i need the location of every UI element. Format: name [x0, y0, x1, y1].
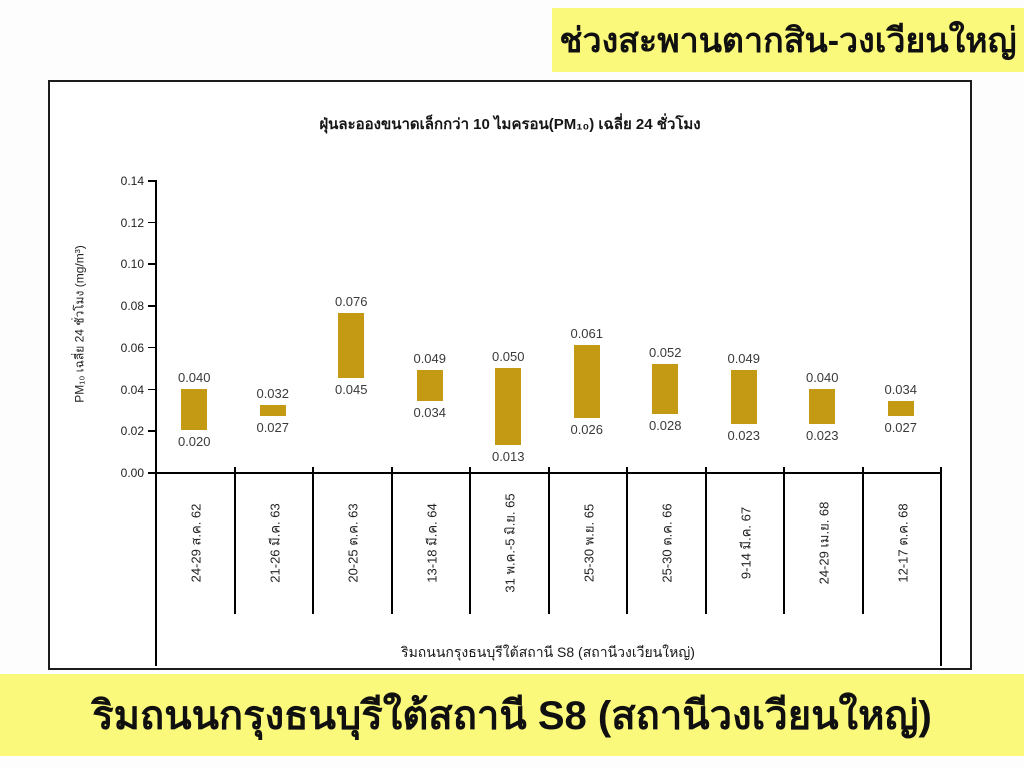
y-axis-tick [148, 346, 155, 349]
x-axis-tick [783, 467, 785, 472]
range-bar [416, 369, 443, 402]
plot-area: 0.00 0.02 0.04 0.06 0.08 0.10 0.12 0.14 0.040 0.0… [50, 82, 970, 668]
bar-max-label: 0.034 [884, 382, 918, 398]
x-axis-tick [547, 467, 550, 472]
category-separator [704, 472, 707, 614]
y-axis-tick [148, 305, 155, 307]
bar-min-label: 0.023 [805, 428, 839, 444]
route-banner: ช่วงสะพานตากสิน-วงเวียนใหญ่ [552, 8, 1024, 72]
x-axis-title: ริมถนนกรุงธนบุรีใต้สถานี S8 (สถานีวงเวีย… [401, 644, 695, 660]
bar-max-label: 0.061 [570, 325, 604, 341]
y-tick-label: 0.14 [120, 174, 144, 188]
x-category-label: 25-30 พ.ย. 65 [581, 503, 597, 583]
x-axis-tick [155, 467, 157, 472]
bar-max-label: 0.032 [256, 386, 290, 402]
category-separator [390, 472, 393, 614]
y-tick-label: 0.00 [120, 466, 144, 480]
bar-min-label: 0.034 [413, 405, 447, 421]
x-category-label: 24-29 ส.ค. 62 [188, 503, 204, 583]
range-bar [730, 369, 757, 425]
y-axis-tick [148, 430, 155, 432]
category-separator [469, 472, 471, 614]
y-tick-label: 0.02 [120, 424, 144, 439]
bar-min-label: 0.027 [884, 419, 918, 435]
bar-max-label: 0.040 [177, 369, 211, 385]
bar-max-label: 0.050 [491, 348, 525, 364]
x-category-label: 21-26 มี.ค. 63 [267, 503, 283, 583]
x-category-label: 31 พ.ค.-5 มิ.ย. 65 [502, 493, 518, 593]
x-axis-tick [390, 467, 393, 472]
category-separator [861, 472, 864, 614]
range-bar [181, 388, 208, 431]
category-separator [626, 472, 628, 614]
y-tick-label: 0.08 [120, 299, 144, 314]
range-bar [652, 363, 679, 414]
bar-max-label: 0.052 [648, 344, 682, 360]
category-separator [233, 472, 236, 614]
y-tick-label: 0.12 [120, 215, 144, 230]
y-axis-tick [148, 388, 155, 391]
bar-max-label: 0.049 [413, 350, 447, 366]
range-bar [809, 388, 836, 425]
category-separator [547, 472, 550, 614]
x-category-label: 13-18 มี.ค. 64 [424, 503, 440, 583]
y-axis-tick [148, 180, 155, 182]
range-bar [887, 401, 914, 416]
x-axis-tick [626, 467, 628, 472]
x-axis-tick [940, 467, 942, 472]
bar-min-label: 0.028 [648, 417, 682, 433]
bar-min-label: 0.020 [177, 434, 211, 450]
x-axis-tick [233, 467, 236, 472]
chart-title: ฝุ่นละอองขนาดเล็กกว่า 10 ไมครอน(PM₁₀) เฉ… [319, 116, 701, 133]
station-banner-text: ริมถนนกรุงธนบุรีใต้สถานี S8 (สถานีวงเวีย… [92, 694, 932, 738]
bar-max-label: 0.049 [727, 350, 761, 366]
bar-max-label: 0.040 [805, 369, 839, 385]
y-axis-tick [148, 221, 155, 224]
y-tick-label: 0.04 [120, 382, 144, 397]
x-axis-tick [861, 467, 864, 472]
bar-min-label: 0.027 [256, 419, 290, 435]
x-axis-tick [704, 467, 707, 472]
y-axis-tick [148, 263, 155, 265]
x-axis-tick [469, 467, 471, 472]
bar-min-label: 0.045 [334, 382, 368, 398]
x-category-label: 20-25 ต.ค. 63 [345, 503, 361, 583]
bar-max-label: 0.076 [334, 294, 368, 310]
y-tick-label: 0.10 [120, 257, 144, 272]
x-category-label: 9-14 มี.ค. 67 [738, 506, 754, 580]
station-banner: ริมถนนกรุงธนบุรีใต้สถานี S8 (สถานีวงเวีย… [0, 674, 1024, 756]
y-tick-label: 0.06 [120, 340, 144, 355]
range-bar [495, 367, 522, 445]
category-separator [783, 472, 785, 614]
bar-min-label: 0.023 [727, 428, 761, 444]
x-category-label: 12-17 ต.ค. 68 [895, 503, 911, 583]
plot-right-boundary [940, 472, 942, 666]
y-axis-tick [148, 472, 155, 474]
range-bar [259, 405, 286, 416]
chart-container: ฝุ่นละอองขนาดเล็กกว่า 10 ไมครอน(PM₁₀) เฉ… [48, 80, 972, 670]
y-axis-line [155, 180, 157, 666]
category-separator [312, 472, 314, 614]
range-bar [573, 344, 600, 418]
x-category-label: 25-30 ต.ค. 66 [659, 503, 675, 583]
x-category-label: 24-29 เม.ย. 68 [816, 501, 832, 585]
range-bar [338, 313, 365, 379]
bar-min-label: 0.013 [491, 448, 525, 464]
bar-min-label: 0.026 [570, 421, 604, 437]
x-axis-tick [312, 467, 314, 472]
route-banner-text: ช่วงสะพานตากสิน-วงเวียนใหญ่ [559, 22, 1017, 60]
